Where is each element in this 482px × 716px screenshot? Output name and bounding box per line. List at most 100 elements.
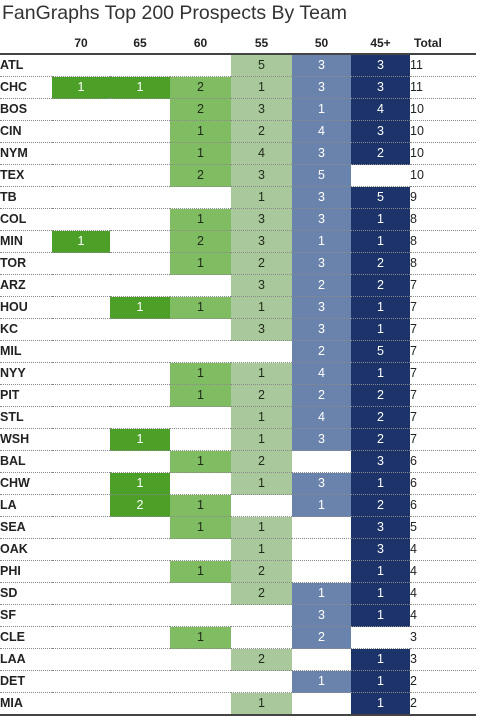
empty-cell-60 [170,318,231,341]
empty-cell-65 [110,230,170,253]
empty-cell-55 [231,604,292,627]
team-label: ATL [0,54,52,77]
empty-cell-70 [52,648,110,671]
empty-cell-65 [110,692,170,716]
empty-cell-65 [110,54,170,77]
total-cell: 6 [410,472,476,495]
empty-cell-70 [52,318,110,341]
empty-cell-65 [110,450,170,473]
column-header-50: 50 [292,33,351,55]
count-cell-60: 1 [170,142,231,165]
count-cell-55: 3 [231,164,292,187]
team-label: SEA [0,516,52,539]
total-cell: 11 [410,54,476,77]
table-row: TOR 1 2 3 2 8 [0,252,476,275]
count-cell-45-plus: 2 [351,428,410,451]
count-cell-55: 2 [231,120,292,143]
count-cell-55: 3 [231,98,292,121]
empty-cell-70 [52,494,110,517]
total-cell: 10 [410,164,476,187]
table-row: SEA 1 1 3 5 [0,516,476,539]
count-cell-50: 3 [292,208,351,231]
team-label: SF [0,604,52,627]
empty-cell-60 [170,648,231,671]
count-cell-50: 2 [292,340,351,363]
total-cell: 7 [410,406,476,429]
empty-cell-65 [110,318,170,341]
empty-cell-70 [52,450,110,473]
count-cell-70: 1 [52,76,110,99]
count-cell-50: 5 [292,164,351,187]
count-cell-60: 2 [170,98,231,121]
empty-cell-65 [110,186,170,209]
team-label: KC [0,318,52,341]
count-cell-60: 1 [170,208,231,231]
empty-cell-70 [52,208,110,231]
table-row: OAK 1 3 4 [0,538,476,561]
count-cell-50: 2 [292,626,351,649]
count-cell-65: 1 [110,472,170,495]
count-cell-45-plus: 1 [351,362,410,385]
table-row: TB 1 3 5 9 [0,186,476,209]
count-cell-55: 1 [231,362,292,385]
empty-cell-65 [110,582,170,605]
chart-title: FanGraphs Top 200 Prospects By Team [2,2,348,24]
team-label: CIN [0,120,52,143]
team-label: WSH [0,428,52,451]
table-row: SD 2 1 1 4 [0,582,476,605]
empty-cell-70 [52,472,110,495]
team-label: PHI [0,560,52,583]
count-cell-45-plus: 4 [351,98,410,121]
empty-cell-55 [231,340,292,363]
empty-cell-60 [170,604,231,627]
count-cell-55: 3 [231,318,292,341]
total-cell: 8 [410,230,476,253]
empty-cell-55 [231,494,292,517]
column-header-65: 65 [110,33,170,55]
count-cell-60: 2 [170,76,231,99]
empty-cell-60 [170,538,231,561]
empty-cell-65 [110,164,170,187]
count-cell-60: 1 [170,362,231,385]
table-row: CHC 1 1 2 1 3 3 11 [0,76,476,99]
total-cell: 6 [410,450,476,473]
team-label: HOU [0,296,52,319]
empty-cell-70 [52,582,110,605]
team-label: MIA [0,692,52,716]
team-label: TEX [0,164,52,187]
empty-cell-65 [110,340,170,363]
total-cell: 4 [410,560,476,583]
empty-cell-55 [231,626,292,649]
total-cell: 7 [410,428,476,451]
team-label: OAK [0,538,52,561]
total-cell: 7 [410,274,476,297]
table-row: DET 1 1 2 [0,670,476,693]
count-cell-55: 5 [231,54,292,77]
count-cell-50: 4 [292,120,351,143]
empty-cell-60 [170,340,231,363]
count-cell-55: 2 [231,648,292,671]
empty-cell-70 [52,186,110,209]
table-row: NYM 1 4 3 2 10 [0,142,476,165]
table-row: HOU 1 1 1 3 1 7 [0,296,476,319]
team-label: STL [0,406,52,429]
empty-cell-70 [52,538,110,561]
table-row: CHW 1 1 3 1 6 [0,472,476,495]
empty-cell-70 [52,626,110,649]
count-cell-45-plus: 1 [351,582,410,605]
team-label: MIN [0,230,52,253]
table-row: PIT 1 2 2 2 7 [0,384,476,407]
empty-cell-60 [170,692,231,716]
total-cell: 9 [410,186,476,209]
empty-cell-60 [170,186,231,209]
count-cell-65: 2 [110,494,170,517]
empty-cell-65 [110,516,170,539]
total-cell: 6 [410,494,476,517]
empty-cell-50 [292,516,351,539]
team-label: MIL [0,340,52,363]
total-cell: 8 [410,252,476,275]
table-row: WSH 1 1 3 2 7 [0,428,476,451]
total-cell: 5 [410,516,476,539]
empty-cell-65 [110,120,170,143]
total-cell: 3 [410,648,476,671]
